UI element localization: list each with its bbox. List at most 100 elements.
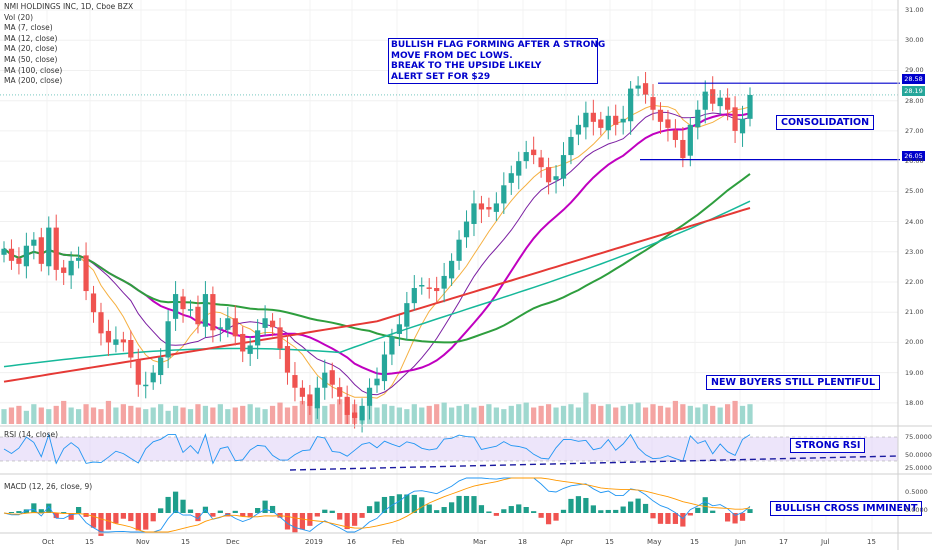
volume-bar: [665, 407, 671, 424]
candle-body: [568, 136, 574, 156]
annotation-bullish-cross[interactable]: BULLISH CROSS IMMINENT: [770, 501, 923, 516]
volume-bar: [657, 405, 664, 424]
macd-histogram-bar: [165, 496, 171, 513]
volume-bar: [672, 400, 679, 424]
macd-histogram-bar: [411, 494, 417, 513]
candle-body: [493, 203, 499, 212]
date-tick-label: 15: [867, 538, 876, 546]
macd-histogram-bar: [426, 504, 432, 513]
candle-body: [448, 260, 455, 279]
legend-ma100[interactable]: MA (100, close): [4, 65, 63, 75]
candle-body: [419, 285, 425, 287]
volume-bar: [374, 407, 380, 424]
macd-histogram-bar: [210, 513, 216, 517]
legend-ma50[interactable]: MA (50, close): [4, 54, 58, 64]
candle-body: [352, 412, 358, 418]
volume-bar: [642, 407, 649, 424]
volume-bar: [620, 405, 626, 424]
macd-histogram-bar: [75, 507, 82, 513]
macd-histogram-bar: [329, 510, 335, 513]
rsi-trendline: [289, 455, 899, 471]
candle-body: [605, 115, 611, 131]
price-tick-label: 18.00: [905, 398, 924, 407]
legend-ma200[interactable]: MA (200, close): [4, 76, 63, 86]
macd-histogram-bar: [531, 511, 537, 513]
candle-body: [135, 359, 141, 385]
candle-body: [598, 119, 604, 128]
date-tick-label: May: [647, 538, 662, 546]
candle-body: [732, 107, 738, 131]
ma50-line: [3, 173, 751, 344]
candle-body: [61, 267, 67, 273]
volume-bar: [419, 407, 425, 424]
candle-body: [247, 345, 253, 354]
annotation-new-buyers[interactable]: NEW BUYERS STILL PLENTIFUL: [706, 375, 881, 390]
macd-histogram-bar: [583, 497, 589, 513]
candle-body: [68, 260, 74, 276]
legend-ma7[interactable]: MA (7, close): [4, 23, 53, 33]
volume-bar: [538, 405, 544, 424]
volume-bar: [113, 407, 119, 424]
volume-bar: [150, 407, 156, 424]
price-tick-label: 20.00: [905, 338, 924, 347]
macd-histogram-bar: [471, 496, 477, 513]
macd-histogram-bar: [374, 501, 380, 513]
volume-bar: [463, 404, 470, 424]
legend-ma12[interactable]: MA (12, close): [4, 33, 58, 43]
candle-body: [299, 387, 306, 397]
candle-body: [143, 384, 149, 387]
macd-histogram-bar: [352, 513, 358, 526]
volume-bar: [98, 409, 104, 424]
volume-bar: [337, 399, 343, 424]
macd-histogram-bar: [508, 506, 514, 513]
volume-bar: [292, 405, 298, 424]
volume-bar: [598, 405, 604, 424]
candle-body: [158, 357, 164, 376]
volume-bar: [202, 405, 209, 424]
rsi-pane: [0, 433, 899, 471]
price-tag-resistance: 28.58: [902, 74, 925, 84]
macd-histogram-bar: [68, 513, 74, 520]
legend-ma20[interactable]: MA (20, close): [4, 44, 58, 54]
volume-bar: [687, 405, 693, 424]
candle-body: [463, 221, 470, 238]
candle-body: [590, 112, 596, 122]
date-tick-label: Feb: [392, 538, 405, 546]
volume-bar: [1, 409, 7, 424]
macd-histogram-bar: [314, 513, 320, 517]
volume-bar: [247, 404, 253, 424]
candle-body: [613, 115, 619, 125]
volume-bar: [695, 407, 701, 424]
candle-body: [284, 346, 291, 373]
candle-body: [620, 118, 626, 123]
candle-body: [202, 294, 209, 327]
candle-body: [710, 89, 716, 104]
candle-body: [657, 109, 664, 122]
annotation-strong-rsi[interactable]: STRONG RSI: [790, 438, 866, 453]
volume-bar: [143, 409, 149, 424]
macd-histogram-bar: [605, 509, 611, 513]
volume-bar: [493, 407, 499, 424]
volume-bar: [23, 410, 29, 424]
candle-body: [329, 370, 335, 385]
volume-bar: [523, 402, 529, 424]
macd-histogram-bar: [695, 507, 701, 513]
candle-body: [337, 387, 343, 397]
volume-bar: [448, 407, 455, 424]
legend-vol[interactable]: Vol (20): [4, 12, 34, 22]
macd-histogram-bar: [344, 513, 350, 530]
candle-body: [195, 306, 201, 325]
date-tick-label: 18: [518, 538, 527, 546]
candle-body: [538, 157, 544, 168]
annotation-bullish-flag[interactable]: BULLISH FLAG FORMING AFTER A STRONG MOVE…: [388, 38, 605, 84]
macd-histogram-bar: [628, 501, 634, 513]
annotation-consolidation[interactable]: CONSOLIDATION: [776, 115, 875, 130]
volume-bar: [717, 407, 723, 424]
candle-body: [665, 119, 671, 128]
date-tick-label: Jul: [821, 538, 830, 546]
volume-bars: [1, 392, 753, 424]
macd-histogram-bar: [262, 500, 268, 513]
candle-body: [486, 207, 492, 210]
candle-body: [545, 167, 552, 183]
volume-bar: [478, 405, 485, 424]
